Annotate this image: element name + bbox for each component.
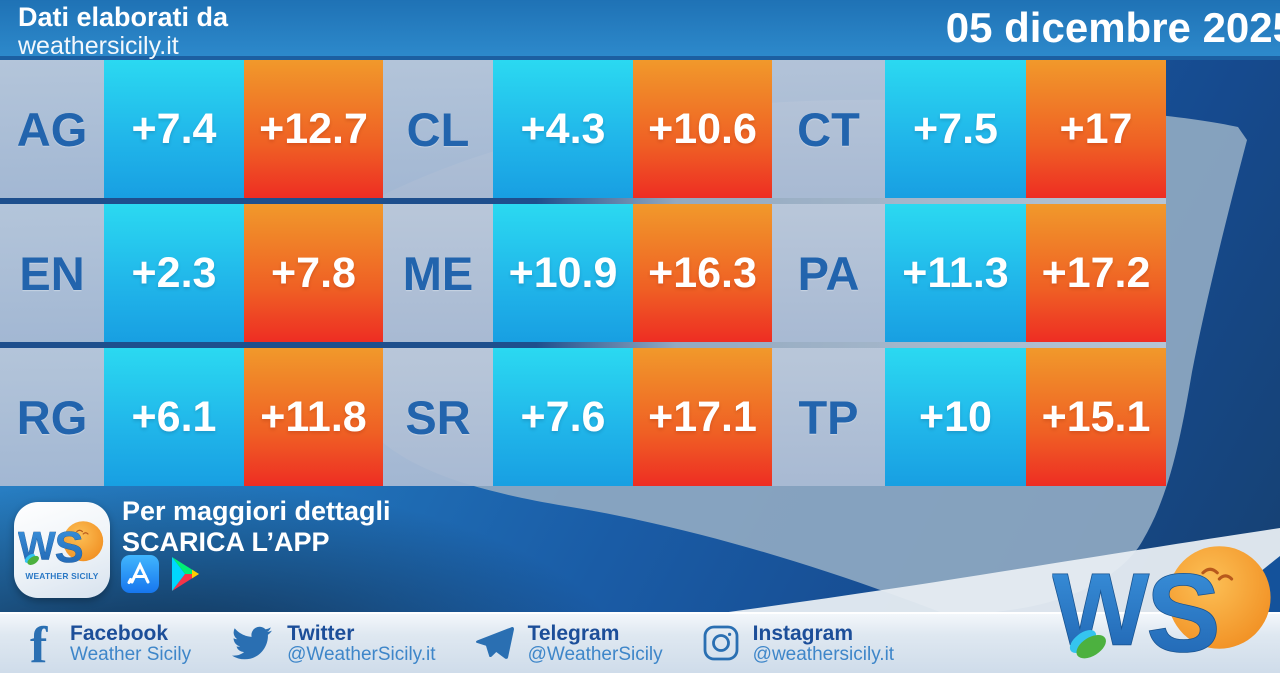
forecast-date: 05 dicembre 2025	[945, 4, 1280, 51]
credit-line-1: Dati elaborati da	[18, 2, 229, 32]
promo-line-1: Per maggiori dettagli	[122, 496, 391, 526]
social-name: Instagram	[752, 621, 854, 645]
province-cell: EN	[0, 204, 104, 342]
social-handle: Weather Sicily	[70, 643, 192, 665]
social-name: Telegram	[527, 621, 620, 645]
max-temp-cell: +17.2	[1026, 204, 1166, 342]
max-temp-cell: +7.8	[244, 204, 383, 342]
facebook-icon: f	[28, 620, 58, 668]
province-cell: SR	[383, 348, 493, 486]
social-instagram[interactable]: Instagram @weathersicily.it	[701, 622, 894, 666]
app-promo-strip: Per maggiori dettagli SCARICA L’APP	[0, 486, 1280, 612]
google-play-icon[interactable]	[166, 554, 206, 594]
min-temp-cell: +2.3	[104, 204, 244, 342]
province-cell: TP	[772, 348, 885, 486]
province-cell: PA	[772, 204, 885, 342]
app-store-icon[interactable]	[120, 554, 160, 594]
temperature-grid: AG +7.4 +12.7 CL +4.3 +10.6 CT +7.5 +17 …	[0, 60, 1166, 486]
row-divider	[0, 198, 1166, 204]
credit-block: Dati elaborati da weathersicily.it	[18, 2, 229, 60]
promo-text: Per maggiori dettagli SCARICA L’APP	[122, 496, 391, 558]
social-name: Facebook	[70, 621, 169, 645]
max-temp-cell: +17	[1026, 60, 1166, 198]
max-temp-cell: +15.1	[1026, 348, 1166, 486]
min-temp-cell: +4.3	[493, 60, 633, 198]
instagram-icon	[701, 623, 741, 663]
province-cell: CT	[772, 60, 885, 198]
row-divider	[0, 342, 1166, 348]
province-cell: RG	[0, 348, 104, 486]
max-temp-cell: +17.1	[633, 348, 772, 486]
svg-text:f: f	[30, 620, 48, 668]
social-handle: @weathersicily.it	[752, 643, 895, 665]
store-badges	[120, 554, 206, 594]
max-temp-cell: +16.3	[633, 204, 772, 342]
grid-row-2: EN +2.3 +7.8 ME +10.9 +16.3 PA +11.3 +17…	[0, 204, 1166, 342]
province-cell: AG	[0, 60, 104, 198]
min-temp-cell: +6.1	[104, 348, 244, 486]
max-temp-cell: +12.7	[244, 60, 383, 198]
min-temp-cell: +7.4	[104, 60, 244, 198]
min-temp-cell: +7.6	[493, 348, 633, 486]
ws-logo-large	[1052, 538, 1278, 673]
min-temp-cell: +10	[885, 348, 1026, 486]
twitter-icon	[229, 623, 275, 663]
promo-line-2: SCARICA L’APP	[122, 526, 330, 557]
credit-line-2: weathersicily.it	[18, 31, 179, 60]
grid-row-1: AG +7.4 +12.7 CL +4.3 +10.6 CT +7.5 +17	[0, 60, 1166, 198]
max-temp-cell: +10.6	[633, 60, 772, 198]
social-twitter[interactable]: Twitter @WeatherSicily.it	[229, 621, 436, 666]
min-temp-cell: +10.9	[493, 204, 633, 342]
min-temp-cell: +7.5	[885, 60, 1026, 198]
social-facebook[interactable]: f Facebook Weather Sicily	[28, 620, 191, 668]
social-handle: @WeatherSicily	[527, 643, 663, 665]
header-bar: Dati elaborati da weathersicily.it 05 di…	[0, 0, 1280, 60]
province-cell: CL	[383, 60, 493, 198]
min-temp-cell: +11.3	[885, 204, 1026, 342]
social-name: Twitter	[287, 621, 355, 645]
ws-app-icon	[14, 502, 110, 598]
telegram-icon	[474, 624, 516, 662]
social-telegram[interactable]: Telegram @WeatherSicily	[474, 622, 663, 666]
province-cell: ME	[383, 204, 493, 342]
grid-row-3: RG +6.1 +11.8 SR +7.6 +17.1 TP +10 +15.1	[0, 348, 1166, 486]
ws-logo-small	[18, 518, 106, 582]
max-temp-cell: +11.8	[244, 348, 383, 486]
social-handle: @WeatherSicily.it	[287, 643, 436, 665]
